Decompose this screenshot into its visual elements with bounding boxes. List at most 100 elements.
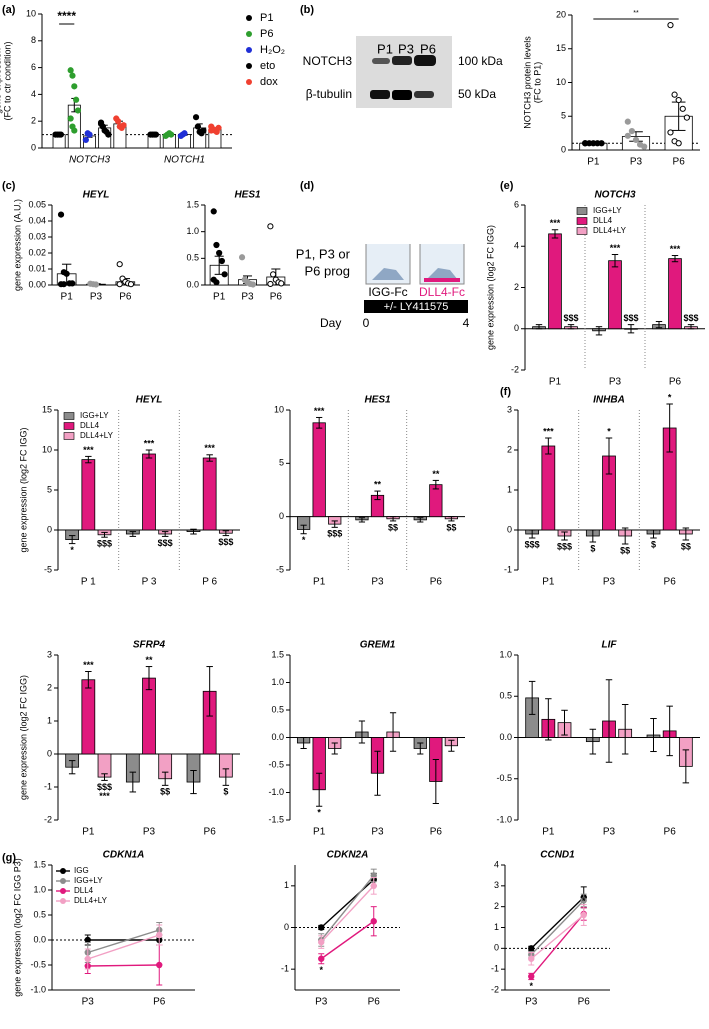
data-point [270,271,277,278]
annotation: ** [145,655,153,665]
legend-label: IGG [74,866,89,875]
y-tick-label: 2 [514,282,519,292]
data-point [210,208,217,215]
ligand [424,278,460,282]
bar [541,445,556,531]
annotation: $$$ [525,539,540,549]
lane-label: P1 [377,41,393,56]
data-point [192,114,200,121]
legend-marker [60,878,66,884]
x-tick-label: P3 [90,292,103,303]
x-tick-label: P6 [204,827,217,838]
data-point [238,254,246,261]
y-tick-label: -1 [491,964,499,974]
legend-marker [576,207,588,215]
legend-label: P1 [260,12,273,24]
x-tick-label: P3 [603,577,616,588]
data-point [679,105,686,112]
data-point [82,136,89,144]
legend-marker [246,47,252,53]
chart-title: NOTCH3 [594,190,636,201]
data-point [318,924,325,931]
data-point [73,96,80,103]
series-line [530,914,585,960]
data-point [156,961,163,969]
data-point [598,140,605,147]
y-tick-label: 20 [556,9,566,19]
y-tick-label: 1 [284,880,289,890]
annotation: * [529,981,533,991]
x-tick-label: P 1 [81,577,96,588]
legend-label: IGG+LY [593,206,622,215]
legend-label: dox [260,76,278,88]
legend-marker [576,227,588,235]
x-tick-label: P1 [587,157,600,168]
chart-title: HES1 [364,395,391,406]
y-tick-label: -1 [44,781,52,791]
data-point [528,945,535,952]
data-point [318,955,325,962]
annotation: $$$ [97,539,112,549]
legend-label: P6 [260,28,273,40]
y-tick-label: 0 [494,943,499,953]
panel-label: (e) [500,180,514,192]
legend-label: DLL4+LY [80,431,114,440]
y-tick-label: -0.5 [30,959,46,969]
y-tick-label: 1 [47,715,52,725]
annotation: *** [314,406,325,416]
y-tick-label: -1 [281,964,289,974]
x-tick-label: P 6 [202,577,217,588]
legend-label: DLL4+LY [74,896,108,905]
annotation: *** [610,243,621,253]
y-tick-label: 6 [31,62,36,72]
data-point [667,22,674,29]
blot-band [414,91,434,98]
blot-band [414,55,436,66]
legend-marker [60,898,66,904]
legend-marker [63,422,75,430]
annotation: *** [670,244,681,254]
y-tick-label: 0.5 [499,691,512,701]
legend-label: DLL4 [74,886,94,895]
y-tick-label: -1 [504,564,512,574]
diagram-text: IGG-Fc [368,285,407,299]
blot-row-label: NOTCH3 [303,54,353,68]
x-tick-label: P3 [315,997,328,1008]
y-tick-label: -1.0 [268,787,284,797]
data-point [57,131,65,138]
bar [312,422,326,518]
bar [142,453,156,531]
y-tick-label: -2 [511,364,519,374]
data-point [213,241,220,249]
legend-marker [576,217,588,225]
legend-marker [246,79,252,85]
cells [426,268,458,280]
annotation: * [317,808,321,818]
data-point [213,279,220,286]
data-point [216,249,223,257]
annotation: * [668,392,672,402]
y-tick-label: 3 [47,649,52,659]
series-line [87,929,160,954]
data-point [580,911,587,919]
data-point [86,131,93,138]
diagram-text: P1, P3 or [296,246,351,261]
legend-label: IGG+LY [74,876,103,885]
annotation: $$ [160,787,170,797]
y-tick-label: 0.02 [28,247,46,257]
legend-marker [63,412,75,420]
y-tick-label: 0.00 [28,279,46,289]
legend-marker [246,31,252,37]
x-tick-label: P3 [609,377,622,388]
x-tick-label: NOTCH3 [69,155,111,166]
data-point [92,281,100,288]
y-tick-label: 0.05 [28,199,46,209]
data-point [632,136,640,143]
annotation: $$$ [218,537,233,547]
annotation: *** [99,791,110,801]
x-tick-label: P6 [430,577,443,588]
y-tick-label: 1.5 [271,649,284,659]
annotation: * [607,426,611,436]
y-axis-label: gene expression [0,48,2,114]
y-tick-label: 5 [279,458,284,468]
